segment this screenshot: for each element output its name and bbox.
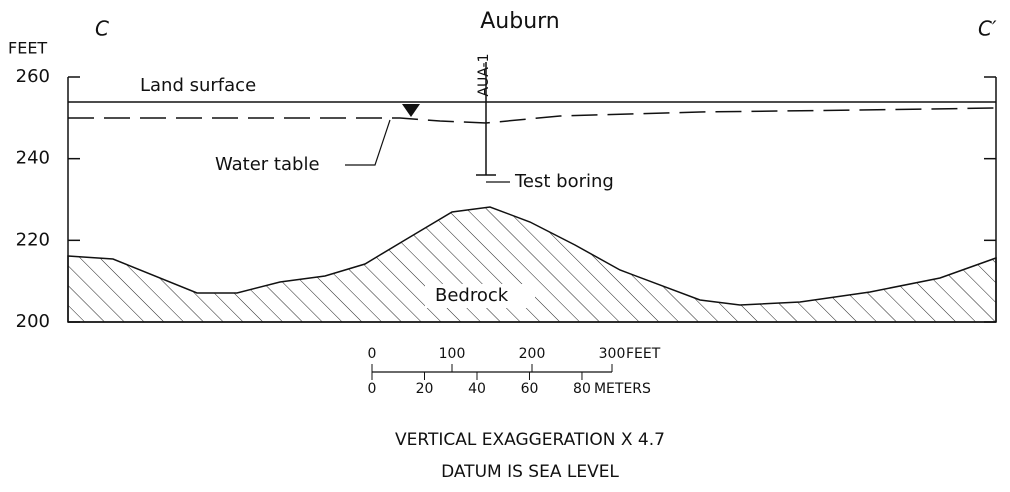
land-surface-label: Land surface (140, 75, 256, 96)
scale-label: 40 (468, 381, 486, 397)
note: DATUM IS SEA LEVEL (441, 462, 619, 482)
water-table-label: Water table (215, 154, 320, 175)
scale-unit: METERS (594, 381, 651, 397)
scale-label: 60 (521, 381, 539, 397)
scale-label: 200 (519, 346, 546, 362)
section-start: C (95, 17, 109, 41)
scale-unit: FEET (626, 346, 661, 362)
water-table (68, 108, 996, 123)
water-level-symbol (402, 104, 420, 117)
scale-label: 0 (368, 346, 377, 362)
tick-label: 220 (16, 229, 50, 250)
scale-label: 80 (573, 381, 591, 397)
tick-label: 240 (16, 148, 50, 169)
bedrock-label: Bedrock (435, 285, 509, 306)
leader (345, 120, 390, 165)
tick-label: 260 (16, 66, 50, 87)
cross-section: C C′ Auburn FEET Bedrock Land surface Wa… (0, 0, 1010, 492)
scale-label: 100 (439, 346, 466, 362)
test-boring-label: Test boring (514, 171, 614, 192)
axis-unit: FEET (8, 39, 47, 58)
scale-label: 300 (599, 346, 626, 362)
scale-label: 0 (368, 381, 377, 397)
well-id: AUA-1 (476, 53, 492, 96)
section-end: C′ (978, 17, 997, 41)
note: VERTICAL EXAGGERATION X 4.7 (395, 430, 665, 450)
title: Auburn (480, 9, 560, 34)
tick-label: 200 (16, 311, 50, 332)
scale-label: 20 (416, 381, 434, 397)
